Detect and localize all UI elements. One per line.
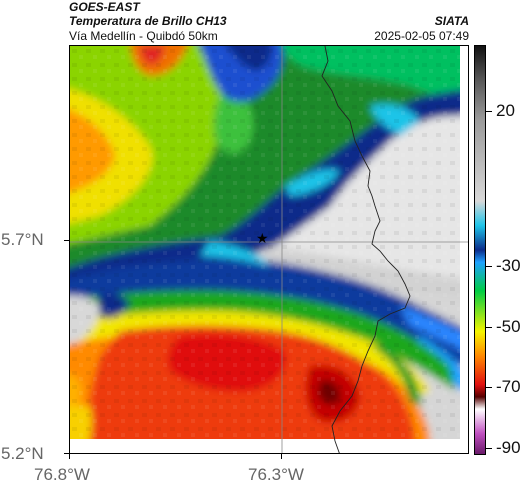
agency-label: SIATA	[434, 14, 469, 28]
colorbar-label-minus-50: -50	[496, 317, 521, 336]
colorbar-label-minus-70: -70	[496, 377, 521, 396]
temperature-colorbar	[474, 45, 486, 455]
colorbar-label-20: 20	[496, 101, 515, 120]
lat-tick-label-5-7: 5.7°N	[1, 230, 44, 249]
lon-tick-mark	[69, 454, 70, 459]
lon-tick-mark	[281, 454, 282, 459]
timestamp-label: 2025-02-05 07:49	[374, 29, 469, 43]
product-title: Temperatura de Brillo CH13	[69, 14, 227, 28]
lon-tick-label-76-3: 76.3°W	[248, 465, 304, 484]
map-plot: ★	[69, 45, 469, 454]
location-star-marker: ★	[256, 230, 269, 246]
lat-tick-mark	[64, 240, 69, 241]
brightness-temperature-map	[70, 46, 468, 453]
department-border	[321, 46, 411, 453]
lat-tick-mark	[64, 453, 69, 454]
lon-tick-label-76-8: 76.8°W	[34, 465, 90, 484]
colorbar-label-minus-30: -30	[496, 256, 521, 275]
route-subtitle: Vía Medellín - Quibdó 50km	[69, 29, 218, 43]
satellite-title: GOES-EAST	[69, 0, 140, 14]
colorbar-label-minus-90: -90	[496, 438, 521, 457]
lat-tick-label-5-2: 5.2°N	[1, 444, 44, 463]
